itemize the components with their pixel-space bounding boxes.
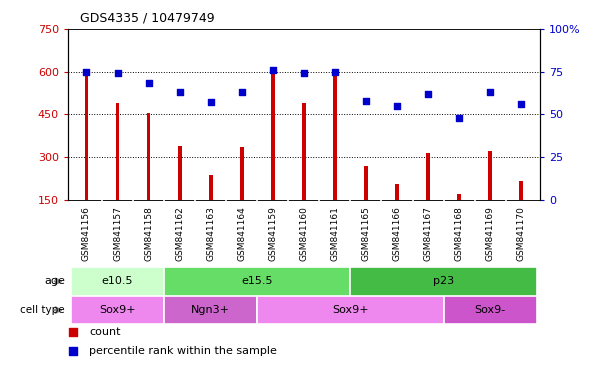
- Text: Sox9+: Sox9+: [99, 305, 136, 315]
- Text: percentile rank within the sample: percentile rank within the sample: [89, 346, 277, 356]
- Text: Sox9+: Sox9+: [332, 305, 369, 315]
- Text: Sox9-: Sox9-: [474, 305, 506, 315]
- Bar: [178, 146, 182, 200]
- Text: GSM841166: GSM841166: [392, 206, 402, 261]
- Bar: [426, 153, 430, 200]
- Text: GSM841165: GSM841165: [362, 206, 371, 261]
- Text: GDS4335 / 10479749: GDS4335 / 10479749: [80, 12, 214, 25]
- Point: [330, 68, 340, 74]
- Bar: [350, 267, 537, 296]
- Bar: [164, 296, 257, 324]
- Bar: [164, 267, 350, 296]
- Point: [82, 68, 91, 74]
- Point: [175, 89, 184, 95]
- Bar: [71, 296, 164, 324]
- Text: GSM841156: GSM841156: [82, 206, 91, 261]
- Bar: [489, 151, 492, 200]
- Point: [68, 329, 77, 335]
- Text: GSM841164: GSM841164: [237, 206, 246, 261]
- Bar: [209, 175, 212, 200]
- Text: age: age: [44, 276, 65, 286]
- Bar: [240, 147, 244, 200]
- Point: [361, 98, 371, 104]
- Point: [299, 70, 309, 76]
- Text: GSM841169: GSM841169: [486, 206, 494, 261]
- Bar: [71, 267, 164, 296]
- Bar: [333, 73, 337, 200]
- Bar: [444, 296, 537, 324]
- Bar: [364, 166, 368, 200]
- Text: GSM841163: GSM841163: [206, 206, 215, 261]
- Text: GSM841160: GSM841160: [299, 206, 309, 261]
- Text: GSM841162: GSM841162: [175, 206, 184, 261]
- Text: GSM841157: GSM841157: [113, 206, 122, 261]
- Text: e15.5: e15.5: [241, 276, 273, 286]
- Text: GSM841158: GSM841158: [144, 206, 153, 261]
- Point: [392, 103, 402, 109]
- Bar: [395, 184, 399, 200]
- Point: [516, 101, 526, 107]
- Bar: [84, 73, 88, 200]
- Text: count: count: [89, 327, 120, 337]
- Point: [268, 67, 277, 73]
- Point: [144, 80, 153, 86]
- Bar: [519, 181, 523, 200]
- Text: e10.5: e10.5: [102, 276, 133, 286]
- Point: [454, 114, 464, 121]
- Text: GSM841168: GSM841168: [455, 206, 464, 261]
- Point: [486, 89, 495, 95]
- Text: GSM841159: GSM841159: [268, 206, 277, 261]
- Bar: [116, 103, 119, 200]
- Text: Ngn3+: Ngn3+: [191, 305, 230, 315]
- Point: [68, 348, 77, 354]
- Text: GSM841170: GSM841170: [517, 206, 526, 261]
- Point: [206, 99, 215, 105]
- Text: GSM841161: GSM841161: [330, 206, 339, 261]
- Text: GSM841167: GSM841167: [424, 206, 432, 261]
- Bar: [147, 113, 150, 200]
- Text: cell type: cell type: [20, 305, 65, 315]
- Bar: [257, 296, 444, 324]
- Point: [424, 91, 433, 97]
- Point: [113, 70, 122, 76]
- Bar: [457, 194, 461, 200]
- Bar: [271, 67, 275, 200]
- Point: [237, 89, 247, 95]
- Text: p23: p23: [433, 276, 454, 286]
- Bar: [302, 103, 306, 200]
